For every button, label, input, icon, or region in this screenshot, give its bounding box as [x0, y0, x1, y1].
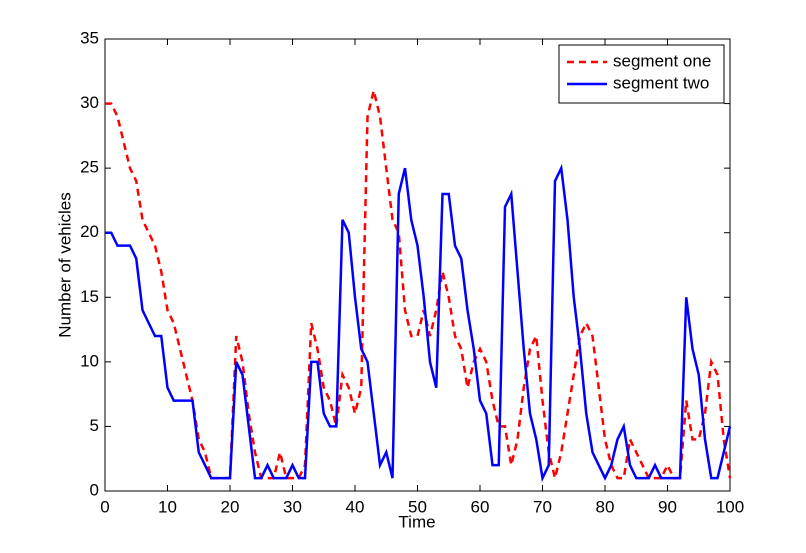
y-tick-label: 5	[90, 416, 99, 435]
x-tick-label: 100	[716, 497, 744, 516]
legend-label: segment two	[613, 73, 709, 92]
data-line	[105, 163, 732, 483]
legend-box	[558, 44, 725, 104]
x-tick-label: 60	[471, 497, 490, 516]
y-tick-label: 0	[90, 480, 99, 499]
x-tick-label: 80	[596, 497, 615, 516]
y-tick-label: 15	[80, 287, 99, 306]
plot-frame	[104, 38, 731, 492]
x-tick-label: 90	[658, 497, 677, 516]
y-tick-label: 10	[80, 351, 99, 370]
x-tick-label: 10	[158, 497, 177, 516]
y-tick-label: 35	[80, 28, 99, 47]
x-tick-label: 40	[346, 497, 365, 516]
y-tick-label: 25	[80, 158, 99, 177]
x-tick-label: 30	[283, 497, 302, 516]
x-tick-label: 20	[221, 497, 240, 516]
x-axis-label: Time	[398, 512, 435, 531]
y-axis-label: Number of vehicles	[55, 192, 74, 338]
data-line	[105, 90, 732, 480]
x-tick-label: 50	[408, 497, 427, 516]
legend-label: segment one	[613, 51, 711, 70]
x-tick-label: 70	[533, 497, 552, 516]
x-tick-label: 0	[100, 497, 109, 516]
y-tick-label: 20	[80, 222, 99, 241]
y-tick-label: 30	[80, 93, 99, 112]
